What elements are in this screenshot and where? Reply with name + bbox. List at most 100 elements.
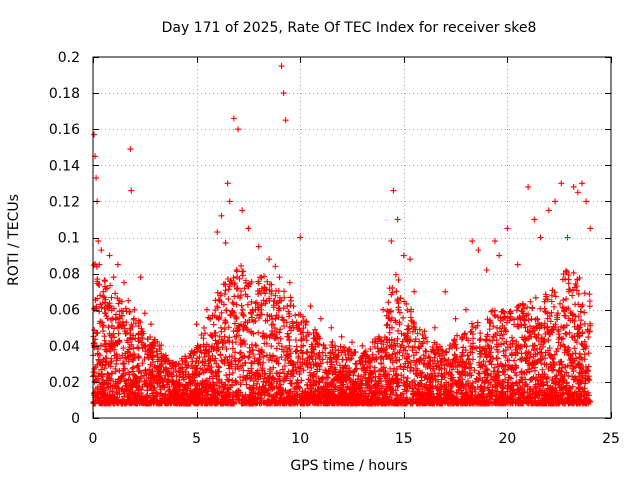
data-point (488, 308, 495, 315)
data-point (97, 342, 104, 349)
data-point (319, 356, 326, 363)
data-point (260, 297, 267, 304)
data-point (557, 300, 564, 307)
data-point (168, 371, 175, 378)
data-point (575, 291, 582, 298)
data-point (448, 383, 455, 390)
data-point (108, 338, 115, 345)
data-point (290, 366, 297, 373)
data-point (560, 390, 567, 397)
data-point (229, 299, 236, 306)
data-point (397, 295, 404, 302)
data-point (565, 280, 572, 287)
data-point (270, 364, 277, 371)
data-point (284, 348, 291, 355)
data-point (132, 320, 139, 327)
data-point (229, 345, 236, 352)
data-point (464, 352, 471, 359)
data-point (395, 276, 402, 283)
data-point (539, 366, 546, 373)
data-point (154, 338, 161, 345)
data-point (530, 347, 537, 354)
data-point (263, 340, 270, 347)
data-point (112, 290, 119, 297)
data-point (586, 298, 593, 305)
data-point (253, 299, 260, 306)
data-point (386, 343, 393, 350)
data-point (295, 354, 302, 361)
data-point (234, 285, 241, 292)
data-point (302, 321, 309, 328)
data-point (500, 384, 507, 391)
data-point (567, 391, 574, 398)
data-point (202, 367, 209, 374)
data-point (113, 311, 120, 318)
data-point (469, 323, 476, 330)
data-point (492, 313, 499, 320)
data-point (424, 338, 431, 345)
data-point (248, 365, 255, 372)
data-point (134, 344, 141, 351)
data-point (137, 319, 144, 326)
data-point (559, 304, 566, 311)
data-point (532, 376, 539, 383)
data-point (246, 348, 253, 355)
data-point (135, 354, 142, 361)
data-point (437, 359, 444, 366)
data-point (560, 297, 567, 304)
data-point (553, 389, 560, 396)
data-point (525, 328, 532, 335)
data-point (233, 286, 240, 293)
data-point (237, 349, 244, 356)
data-point (554, 326, 561, 333)
data-point (239, 306, 246, 313)
data-point (461, 331, 468, 338)
data-point (221, 326, 228, 333)
data-point (502, 361, 509, 368)
data-point (268, 321, 275, 328)
data-point (202, 330, 209, 337)
data-point (562, 267, 569, 274)
data-point (92, 364, 99, 371)
data-point (464, 394, 471, 401)
data-point (142, 367, 149, 374)
data-point (563, 369, 570, 376)
data-point (225, 286, 232, 293)
data-point (462, 364, 469, 371)
data-point (487, 318, 494, 325)
data-point (130, 345, 137, 352)
data-point (111, 334, 118, 341)
data-point (116, 337, 123, 344)
data-point (133, 364, 140, 371)
data-point (218, 309, 225, 316)
data-point (292, 337, 299, 344)
data-point (125, 369, 132, 376)
data-point (532, 294, 539, 301)
data-point (135, 345, 142, 352)
data-point (400, 314, 407, 321)
data-point (422, 347, 429, 354)
data-point (322, 352, 329, 359)
data-point (551, 303, 558, 310)
data-point (562, 384, 569, 391)
data-point (530, 361, 537, 368)
data-point (420, 352, 427, 359)
data-point (383, 345, 390, 352)
data-point (416, 381, 423, 388)
data-point (123, 319, 130, 326)
data-point (264, 278, 271, 285)
data-point (570, 287, 577, 294)
data-point (116, 391, 123, 398)
data-point (221, 356, 228, 363)
data-point (585, 334, 592, 341)
data-point (477, 353, 484, 360)
data-point (234, 273, 241, 280)
data-point (255, 329, 262, 336)
data-point (237, 362, 244, 369)
data-point (359, 388, 366, 395)
data-point (210, 321, 217, 328)
data-point (491, 364, 498, 371)
data-point (313, 368, 320, 375)
data-point (200, 335, 207, 342)
data-point (521, 317, 528, 324)
